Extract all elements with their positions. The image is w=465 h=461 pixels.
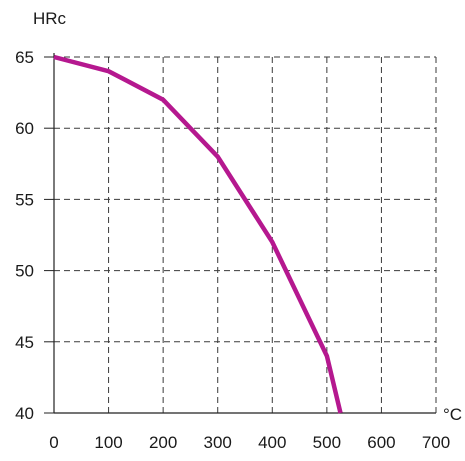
y-tick-label: 65 xyxy=(15,48,34,67)
x-tick-label: 600 xyxy=(367,433,395,452)
y-tick-label: 50 xyxy=(15,262,34,281)
x-tick-label: 200 xyxy=(149,433,177,452)
x-tick-label: 100 xyxy=(94,433,122,452)
y-tick-label: 45 xyxy=(15,333,34,352)
y-axis-title: HRc xyxy=(33,9,67,28)
y-tick-label: 40 xyxy=(15,404,34,423)
axes xyxy=(44,53,436,414)
x-tick-label: 500 xyxy=(313,433,341,452)
x-tick-label: 0 xyxy=(49,433,58,452)
x-axis-title: °C xyxy=(443,405,462,424)
series-line xyxy=(53,54,343,414)
x-tick-labels: 0 100 200 300 400 500 600 700 xyxy=(49,433,450,452)
y-tick-label: 60 xyxy=(15,119,34,138)
x-tick-label: 700 xyxy=(422,433,450,452)
y-tick-label: 55 xyxy=(15,190,34,209)
grid xyxy=(54,56,437,413)
x-tick-label: 300 xyxy=(204,433,232,452)
series-layer xyxy=(53,54,343,414)
x-tick-label: 400 xyxy=(258,433,286,452)
y-tick-labels: 40 45 50 55 60 65 xyxy=(15,48,34,423)
